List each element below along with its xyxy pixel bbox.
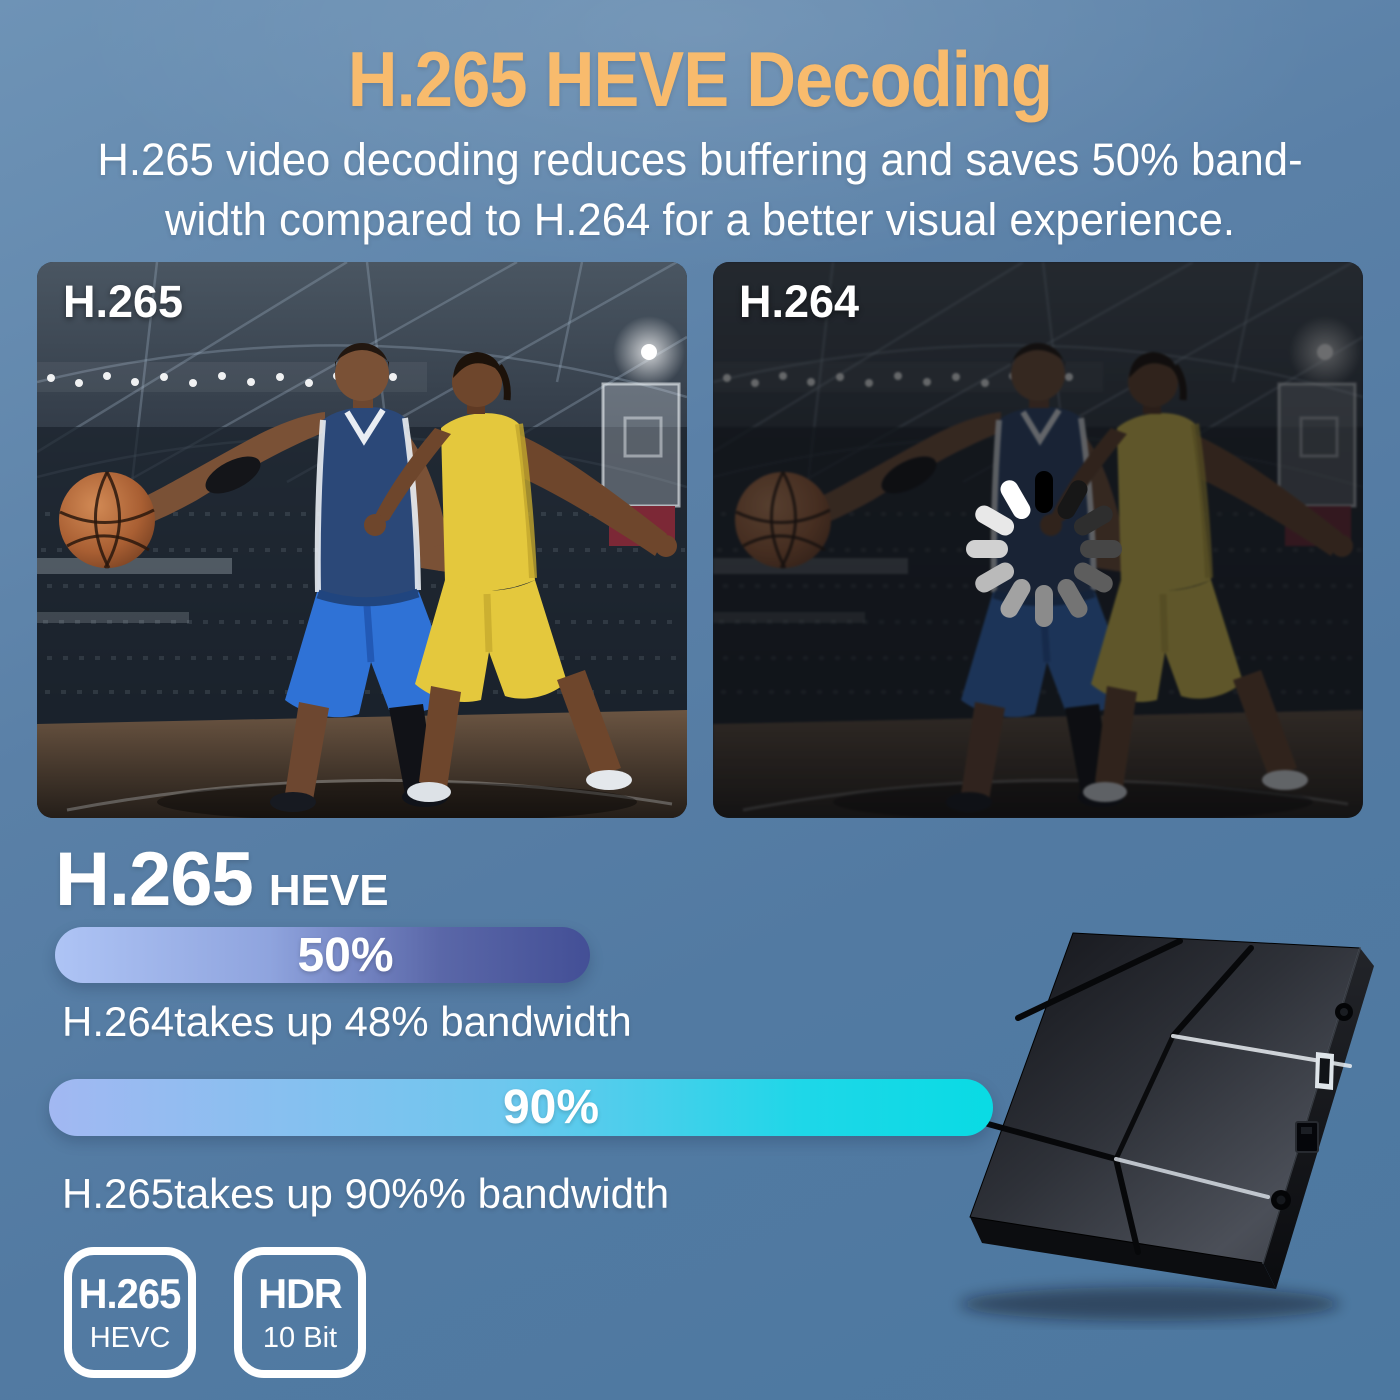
dark-overlay: [713, 262, 1363, 818]
h265-video-card: H.265: [37, 262, 687, 818]
badge-hdr-title: HDR: [258, 1270, 343, 1317]
h264-image-label: H.264: [739, 276, 860, 327]
basketball-scene-illustration: [37, 262, 687, 818]
tv-box-product-image: [960, 932, 1374, 1321]
ports: [1271, 1003, 1353, 1210]
h264-bandwidth-caption: H.264takes up 48% bandwidth: [62, 998, 632, 1045]
page-title: H.265 HEVE Decoding: [347, 35, 1053, 123]
subtitle-line-2: width compared to H.264 for a better vis…: [164, 194, 1236, 245]
badge-hdr-subtitle: 10 Bit: [262, 1322, 338, 1354]
feature-badges: H.265 HEVC HDR 10 Bit: [64, 1247, 366, 1378]
h265-bandwidth-caption: H.265takes up 90%% bandwidth: [62, 1170, 670, 1217]
badge-h265-subtitle: HEVC: [89, 1322, 171, 1354]
section-heading-main: H.265: [55, 837, 254, 922]
subtitle-line-1: H.265 video decoding reduces buffering a…: [97, 134, 1303, 185]
badge-h265-title: H.265: [79, 1270, 182, 1317]
badge-h265-hevc: H.265 HEVC: [64, 1247, 196, 1378]
h264-bar-value: 50%: [297, 928, 394, 982]
h265-image-label: H.265: [63, 276, 184, 327]
page-subtitle: H.265 video decoding reduces buffering a…: [21, 130, 1379, 250]
section-heading: H.265 HEVE: [55, 836, 389, 923]
h265-bar-value: 90%: [502, 1081, 600, 1134]
h264-video-card: H.264: [713, 262, 1363, 818]
h264-bandwidth-bar: 50%: [55, 927, 590, 983]
h265-bandwidth-bar: 90%: [49, 1079, 993, 1136]
section-heading-sub: HEVE: [268, 866, 389, 915]
badge-hdr-10bit: HDR 10 Bit: [234, 1247, 366, 1378]
